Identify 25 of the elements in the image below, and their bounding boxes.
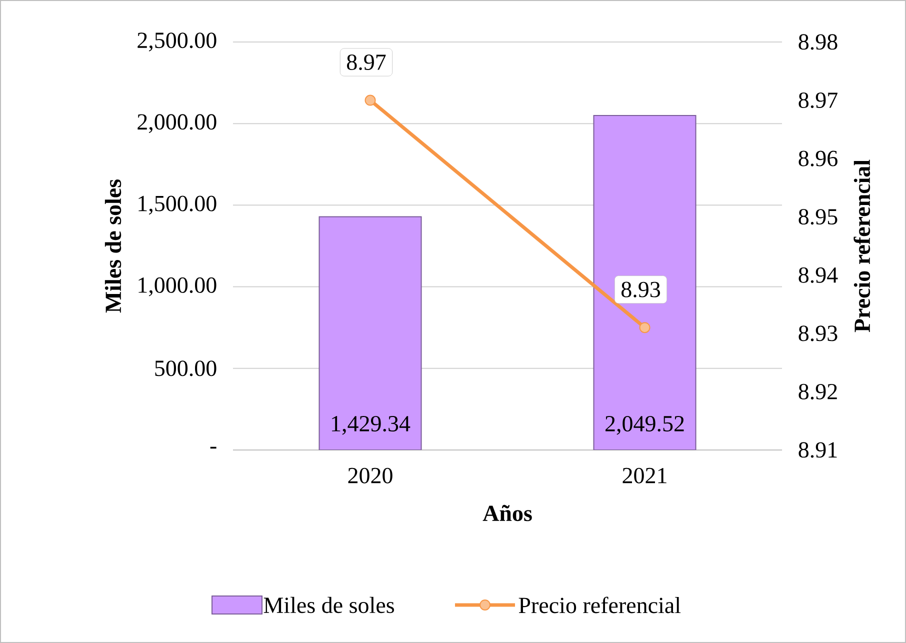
y-tick-label: 1,500.00 xyxy=(138,196,216,215)
y-tick-label: - xyxy=(210,446,216,449)
y2-tick-label: 8.92 xyxy=(798,384,837,400)
x-tick-label: 2020 xyxy=(348,468,392,484)
y-tick-label: 2,000.00 xyxy=(138,114,216,133)
y2-tick-label: 8.96 xyxy=(798,150,838,166)
data-label: 1,429.34 xyxy=(332,416,410,435)
data-label: 8.93 xyxy=(622,282,660,298)
y-tick-label: 2,500.00 xyxy=(138,32,216,52)
y-tick-label: 1,000.00 xyxy=(138,277,216,296)
y2-tick-label: 8.93 xyxy=(798,326,838,342)
y-tick-label: 500.00 xyxy=(155,360,216,376)
x-tick-label: 2021 xyxy=(622,468,666,484)
legend-label: Precio referencial xyxy=(518,596,681,614)
y2-tick-label: 8.98 xyxy=(798,34,838,50)
y2-tick-label: 8.95 xyxy=(798,209,838,225)
y2-tick-label: 8.91 xyxy=(798,442,837,458)
y2-tick-label: 8.94 xyxy=(798,267,838,283)
y2-tick-label: 8.97 xyxy=(798,92,838,108)
y-axis-title: Miles de soles xyxy=(104,179,122,313)
data-label: 8.97 xyxy=(347,54,386,70)
data-label: 2,049.52 xyxy=(606,416,684,435)
legend-label: Miles de soles xyxy=(264,596,394,614)
x-axis-title: Años xyxy=(482,504,532,522)
y2-axis-title: Precio referencial xyxy=(854,160,870,332)
